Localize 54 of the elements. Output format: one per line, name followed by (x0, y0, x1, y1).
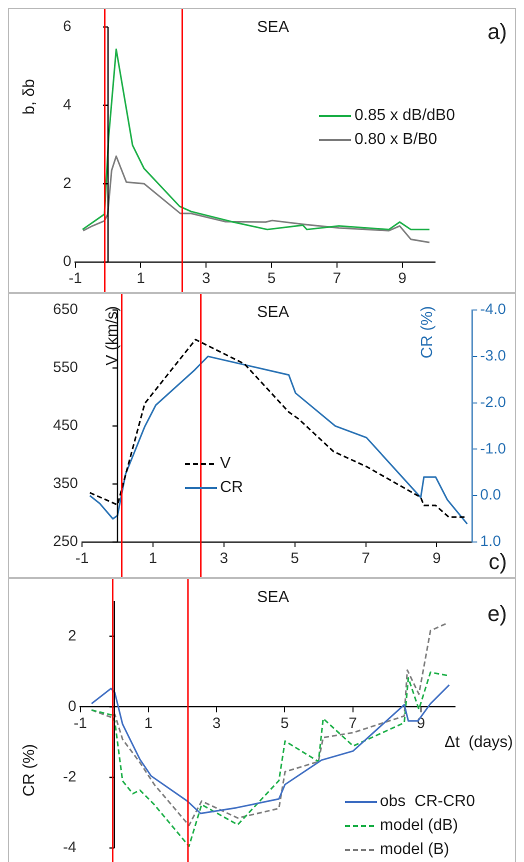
x-tick-label: 7 (362, 550, 370, 568)
text: e) (487, 601, 507, 627)
y-tick-label: 6 (63, 18, 72, 36)
y2-axis-title: CR (%) (419, 306, 437, 358)
y-tick-label: -2 (62, 768, 76, 786)
text: c) (488, 549, 507, 575)
x-tick-label: 7 (348, 715, 357, 732)
x-tick-label: 1 (136, 270, 145, 288)
x-tick-label: 1 (144, 715, 153, 732)
y-tick-label: 4 (63, 96, 72, 114)
x-tick-label: 5 (280, 715, 289, 732)
x-tick-label: 9 (432, 550, 441, 568)
chart-title: SEA (256, 589, 289, 606)
x-tick-label: -1 (68, 270, 82, 288)
y-tick-label: 2 (63, 174, 72, 192)
x-tick-label: 3 (202, 270, 210, 288)
legend-label: model (dB) (380, 817, 458, 835)
y2-tick-label: -1.0 (480, 440, 506, 458)
legend-label: 0.80 x B/B0 (354, 131, 438, 149)
y2-tick-label: -4.0 (480, 301, 506, 318)
y-axis-title: b, δb (21, 79, 39, 115)
x-tick-label: 3 (212, 715, 221, 732)
y-tick-label: 2 (68, 627, 76, 644)
x-tick-label: -1 (75, 550, 89, 568)
legend-label: V (220, 455, 231, 473)
y2-tick-label: 0.0 (480, 486, 502, 504)
y-tick-label: 550 (52, 359, 78, 376)
x-axis-title: Δt (days) (444, 734, 513, 752)
legend-label: 0.85 x dB/dB0 (354, 107, 455, 125)
y2-tick-label: 1.0 (480, 533, 502, 550)
y-tick-label: 250 (52, 533, 78, 550)
y-tick-label: 450 (52, 417, 78, 434)
x-tick-label: 7 (332, 270, 342, 288)
y-axis-title: V (km/s) (104, 306, 122, 366)
text: a) (487, 19, 507, 45)
y-tick-label: 650 (52, 301, 78, 318)
chart-title: SEA (256, 304, 289, 321)
x-tick-label: 1 (148, 550, 158, 568)
legend-label: model (B) (380, 841, 450, 859)
y-tick-label: 0 (63, 253, 72, 270)
legend-label: obs CR-CR0 (380, 793, 475, 811)
x-tick-label: 9 (398, 270, 406, 288)
y-tick-label: 0 (68, 698, 76, 715)
x-tick-label: -1 (74, 715, 88, 732)
y-axis-title: CR (%) (21, 744, 39, 796)
legend-label: CR (220, 479, 244, 497)
x-tick-label: 3 (220, 550, 228, 568)
y-tick-label: 350 (52, 475, 78, 492)
y2-tick-label: -2.0 (480, 394, 506, 411)
x-tick-label: 5 (290, 550, 299, 568)
chart-title: SEA (256, 19, 289, 36)
y-tick-label: -4 (62, 839, 76, 856)
x-tick-label: 5 (267, 270, 276, 288)
y2-tick-label: -3.0 (480, 348, 506, 365)
